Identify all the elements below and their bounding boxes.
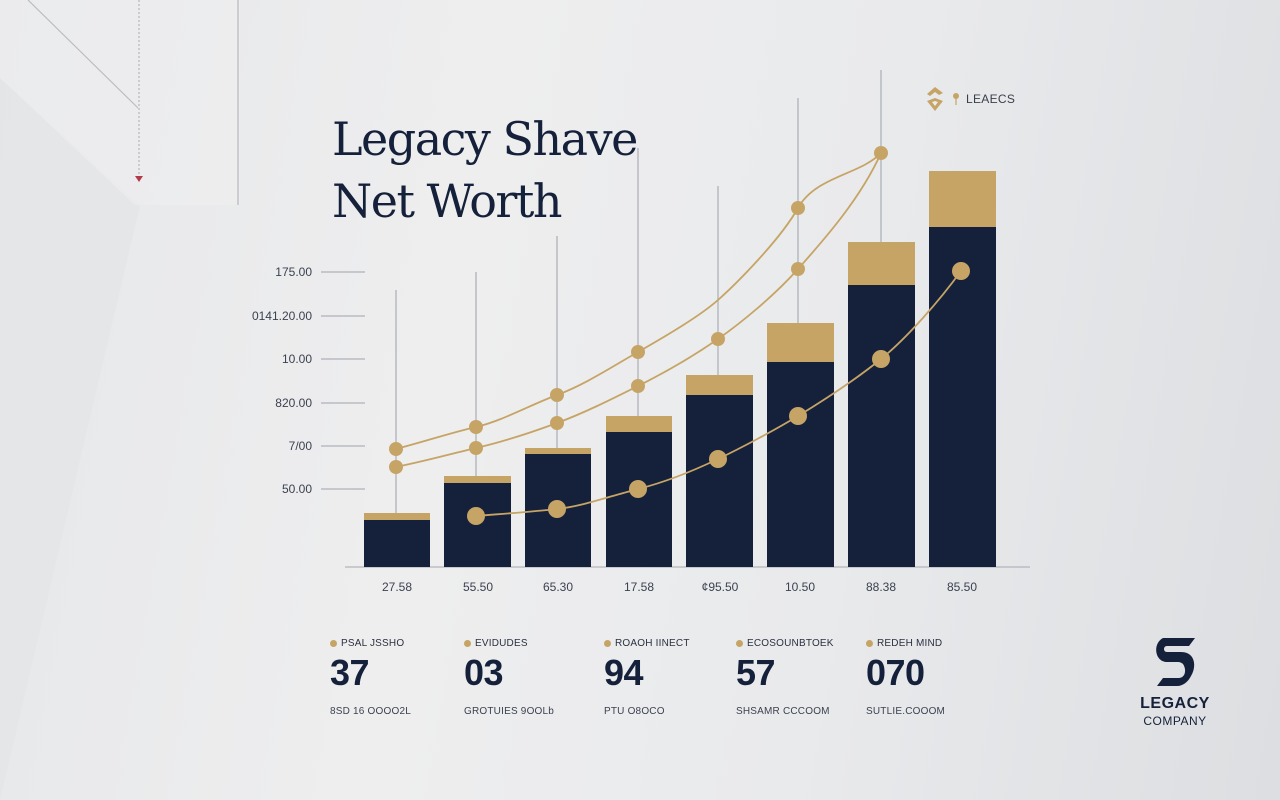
bars — [364, 171, 996, 567]
stat-card: PSAL JSSHO 37 8SD 16 OOOO2L — [330, 638, 411, 717]
y-tick-label: 0141.20.00 — [251, 309, 312, 323]
y-axis-ticks — [321, 271, 365, 490]
trend-points — [389, 146, 970, 525]
title-line-2: Net Worth — [332, 174, 563, 228]
page-title: Legacy Shave Net Worth — [332, 108, 638, 232]
stat-value: 070 — [866, 652, 925, 693]
x-tick-label: 27.58 — [381, 580, 413, 594]
stat-label: ECOSOUNBTOEK — [747, 638, 834, 649]
stat-sub: GROTUIES 9OOLb — [464, 706, 555, 717]
gold-dot-icon — [330, 640, 337, 647]
stat-card: ECOSOUNBTOEK 57 SHSAMR CCCOOM — [736, 638, 834, 717]
stat-sub: 8SD 16 OOOO2L — [330, 706, 411, 717]
stat-label: REDEH MIND — [877, 638, 943, 649]
x-tick-label: 55.50 — [462, 580, 494, 594]
stat-card: REDEH MIND 070 SUTLIE.COOOM — [866, 638, 945, 717]
title-line-1: Legacy Shave — [332, 112, 638, 166]
brand-top-text: LEAECS — [966, 92, 1016, 106]
x-tick-label: 17.58 — [623, 580, 655, 594]
brand-badge-top: LEAECS — [924, 86, 1015, 112]
gold-dot-icon — [736, 640, 743, 647]
gold-dot-icon — [604, 640, 611, 647]
x-tick-label: 65.30 — [542, 580, 574, 594]
stat-label: EVIDUDES — [475, 638, 528, 649]
gold-dot-icon — [464, 640, 471, 647]
y-tick-label: 175.00 — [275, 265, 312, 279]
stat-value: 03 — [464, 652, 504, 693]
x-tick-label: 88.38 — [865, 580, 897, 594]
y-tick-label: 10.00 — [281, 352, 312, 366]
stat-sub: SUTLIE.COOOM — [866, 706, 946, 717]
stat-value: 94 — [604, 652, 644, 693]
stat-value: 57 — [736, 652, 776, 693]
x-tick-label: 85.50 — [946, 580, 978, 594]
y-tick-label: 820.00 — [275, 396, 312, 410]
stat-label: PSAL JSSHO — [341, 638, 405, 649]
logo-line-1: LEGACY — [1140, 695, 1210, 712]
x-tick-label: 10.50 — [784, 580, 816, 594]
gold-s-diamond-logo-icon — [927, 87, 943, 111]
stat-sub: SHSAMR CCCOOM — [736, 706, 830, 717]
y-tick-label: 50.00 — [281, 482, 312, 496]
s-monogram-logo-icon — [1156, 638, 1195, 686]
company-logo: LEGACY COMPANY — [1120, 636, 1230, 728]
logo-line-2: COMPANY — [1143, 714, 1207, 728]
stat-card: ROAOH IINECT 94 PTU O8OCO — [604, 638, 690, 717]
stats-row: PSAL JSSHO 37 8SD 16 OOOO2L EVIDUDES 03 … — [330, 638, 1010, 728]
pin-icon — [953, 93, 959, 105]
gold-dot-icon — [866, 640, 873, 647]
stat-label: ROAOH IINECT — [615, 638, 690, 649]
stat-card: EVIDUDES 03 GROTUIES 9OOLb — [464, 638, 554, 717]
stat-sub: PTU O8OCO — [604, 706, 665, 717]
x-tick-label: ¢95.50 — [701, 580, 739, 594]
stat-value: 37 — [330, 652, 370, 693]
y-tick-label: 7/00 — [288, 439, 312, 453]
